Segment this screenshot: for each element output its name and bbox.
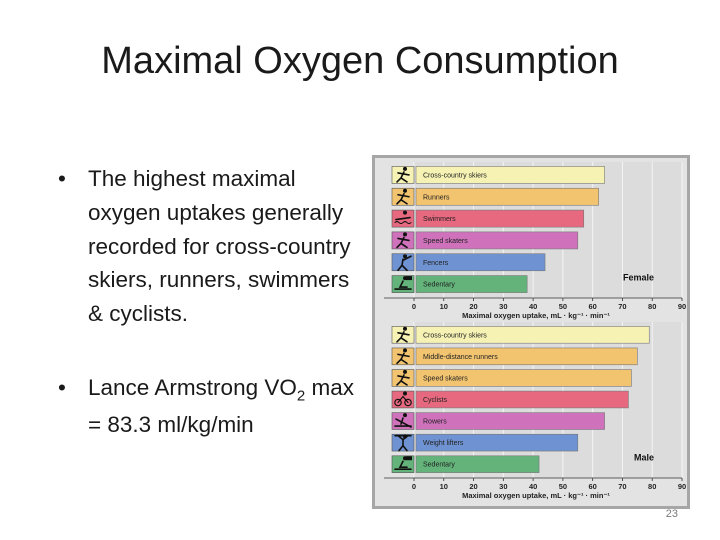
bar-label: Swimmers [423,216,456,223]
bar [415,455,540,473]
bullet-list: • The highest maximal oxygen uptakes gen… [58,162,358,482]
x-tick-label: 40 [529,302,537,311]
bullet-item: • Lance Armstrong VO2 max = 83.3 ml/kg/m… [58,371,358,442]
x-tick-label: 10 [440,482,448,491]
bar [415,209,585,228]
x-tick-label: 70 [618,302,626,311]
runner-icon [396,188,410,205]
bullet-text-part: Lance Armstrong VO [88,374,297,400]
sedentary-icon [394,456,412,471]
bar [415,412,605,430]
sedentary-icon [394,276,412,290]
bar [415,275,528,293]
x-tick-label: 70 [618,482,626,491]
vo2max-chart-figure: Cross-country skiers Runners Swimmers Speed… [372,155,690,509]
bar-label: Middle-distance runners [423,354,498,361]
bullet-text-part: max = 83.3 ml/kg/min [88,374,354,437]
bar [415,433,579,452]
x-tick-label: 10 [440,302,448,311]
speed-skater-icon [396,369,410,386]
weight-lifter-icon [394,434,412,452]
bar [415,326,650,344]
bar-label: Speed skaters [423,375,468,382]
skier-icon [396,166,410,183]
bullet-marker: • [58,166,66,191]
bar [415,187,599,206]
bar [415,390,629,409]
bar-label: Rowers [423,419,447,426]
panel-title: Male [634,453,654,463]
bar [415,231,579,250]
fencer-icon [397,254,412,272]
x-tick-label: 50 [559,482,567,491]
bar-label: Sedentary [423,282,455,289]
rower-icon [394,413,412,428]
x-tick-label: 20 [469,302,477,311]
x-axis-title: Maximal oxygen uptake, mL · kg⁻¹ · min⁻¹ [462,311,610,320]
panel-title: Female [623,273,654,283]
x-tick-label: 80 [648,482,656,491]
bar [415,347,638,366]
bar-label: Cross-country skiers [423,172,487,179]
bar-label: Sedentary [423,462,455,469]
panel-male: Cross-country skiers Middle-distance runn… [384,322,686,500]
x-tick-label: 50 [559,302,567,311]
page-number: 23 [665,508,678,520]
bullet-item: • The highest maximal oxygen uptakes gen… [58,162,358,331]
slide-title: Maximal Oxygen Consumption [101,40,619,82]
bar-label: Cross-country skiers [423,332,487,339]
runner-icon [396,348,410,365]
skier-icon [396,326,410,343]
bar-label: Cyclists [423,397,448,404]
bullet-text: The highest maximal oxygen uptakes gener… [88,166,351,326]
x-tick-label: 30 [499,302,507,311]
bar [415,253,546,272]
panel-female: Cross-country skiers Runners Swimmers Speed… [384,162,686,320]
speed-skater-icon [396,232,410,249]
bar [415,166,605,184]
x-tick-label: 0 [412,302,416,311]
bar-label: Speed skaters [423,238,468,245]
bullet-marker: • [58,374,66,400]
x-tick-label: 80 [648,302,656,311]
x-tick-label: 0 [412,482,416,491]
swimmer-icon [394,210,412,225]
x-tick-label: 40 [529,482,537,491]
subscript-two: 2 [296,387,306,405]
x-tick-label: 60 [588,302,596,311]
x-tick-label: 90 [678,482,686,491]
x-tick-label: 60 [588,482,596,491]
bar [415,369,632,387]
bar-label: Fencers [423,260,449,267]
x-tick-label: 20 [469,482,477,491]
x-tick-label: 30 [499,482,507,491]
icon-tile [391,390,415,409]
x-tick-label: 90 [678,302,686,311]
x-axis-title: Maximal oxygen uptake, mL · kg⁻¹ · min⁻¹ [462,491,610,500]
bar-label: Weight lifters [423,440,464,447]
bar-label: Runners [423,194,450,201]
cyclist-icon [394,391,412,407]
